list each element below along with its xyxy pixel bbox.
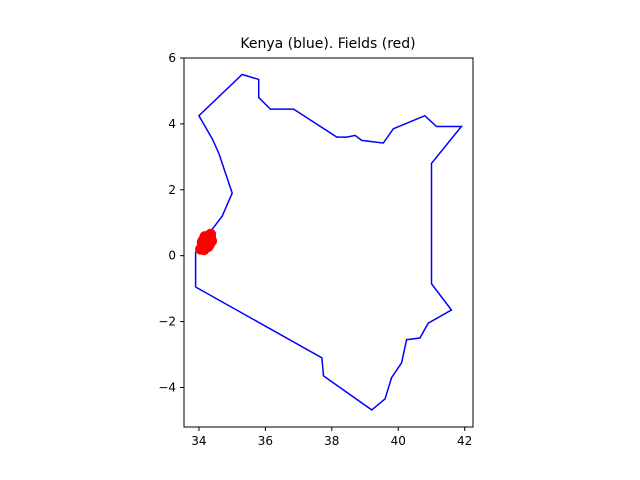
x-axis: 34 36 38 40 42 [191,427,472,448]
x-tick-label-4: 42 [457,434,472,448]
y-tick-label-4: 4 [168,117,176,131]
x-tick-label-3: 40 [391,434,406,448]
y-tick-label-2: 0 [168,249,176,263]
scatter-point-17 [201,236,213,248]
y-tick-label-1: −2 [158,315,176,329]
y-tick-label-3: 2 [168,183,176,197]
data-layer [194,73,463,411]
y-axis: −4 −2 0 2 4 6 [158,51,184,394]
axes-frame [183,57,474,428]
x-tick-label-1: 36 [258,434,273,448]
chart-title: Kenya (blue). Fields (red) [240,36,415,52]
series-line-0 [194,73,463,411]
x-tick-label-2: 38 [324,434,339,448]
plot-area [183,57,474,428]
x-tick-label-0: 34 [191,434,206,448]
y-tick-label-5: 6 [168,51,176,65]
y-tick-label-0: −4 [158,380,176,394]
